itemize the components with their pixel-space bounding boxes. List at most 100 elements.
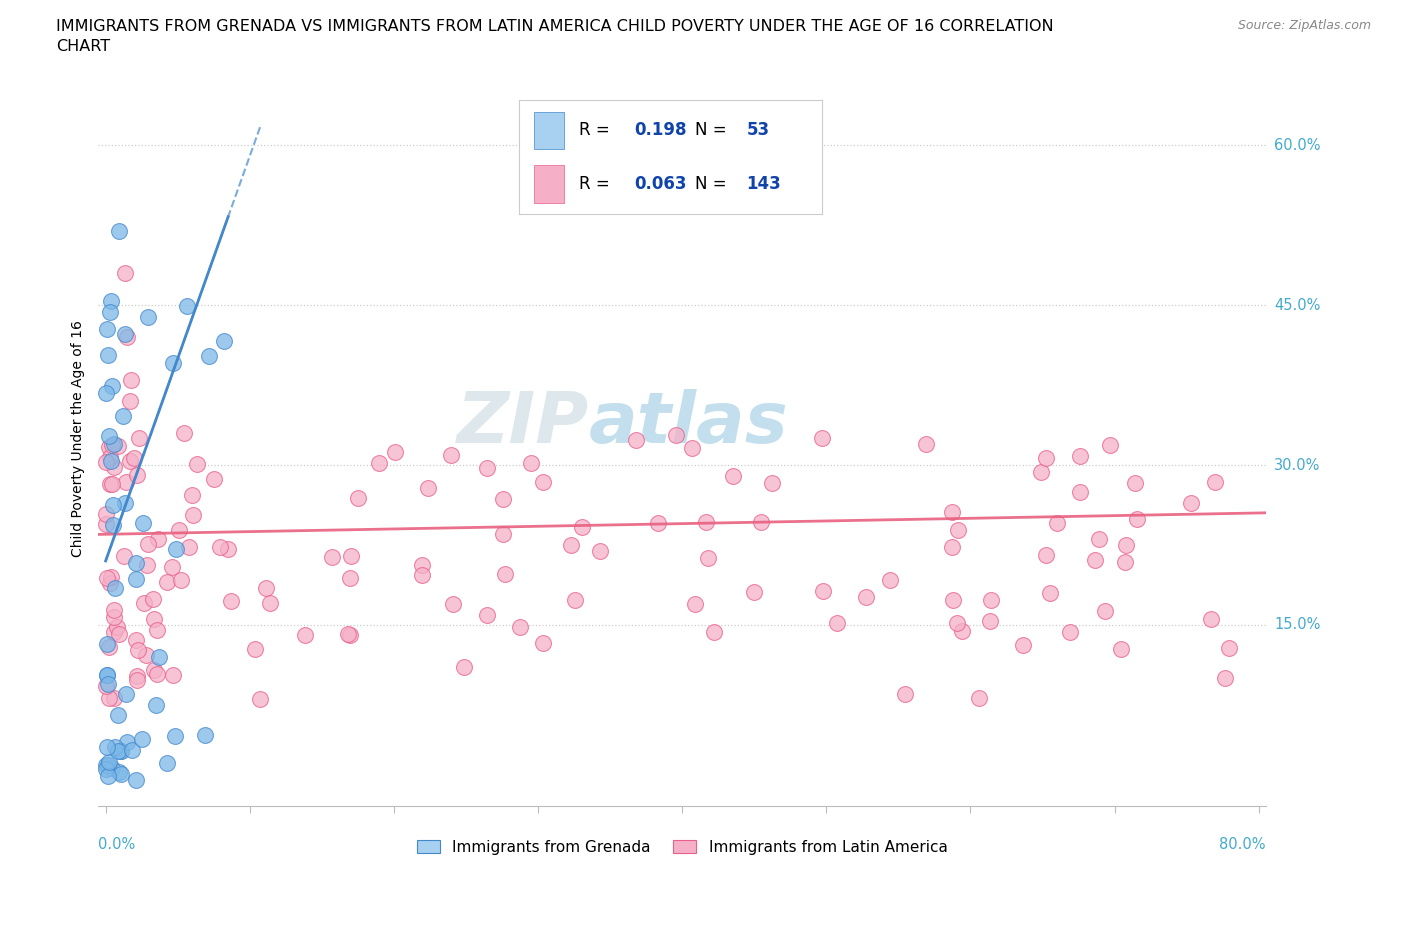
Point xyxy=(441,596,464,611)
Point xyxy=(125,632,148,647)
Text: atlas: atlas xyxy=(589,389,789,458)
Point xyxy=(1088,532,1111,547)
Point xyxy=(681,441,703,456)
Point xyxy=(100,476,122,491)
Point xyxy=(339,628,361,643)
Text: 30.0%: 30.0% xyxy=(1274,458,1320,472)
Point xyxy=(94,762,117,777)
Point xyxy=(1029,465,1052,480)
Point xyxy=(170,572,193,587)
Point xyxy=(136,558,159,573)
Point xyxy=(127,673,149,688)
Point xyxy=(94,455,117,470)
Point xyxy=(125,773,148,788)
Point xyxy=(103,690,125,705)
Point xyxy=(173,426,195,441)
Point xyxy=(1059,624,1081,639)
Point xyxy=(259,595,281,610)
Text: Source: ZipAtlas.com: Source: ZipAtlas.com xyxy=(1237,19,1371,32)
Point xyxy=(1035,547,1057,562)
Point xyxy=(941,539,963,554)
Point xyxy=(132,515,155,530)
Point xyxy=(101,761,124,776)
Point xyxy=(131,732,153,747)
Point xyxy=(115,686,138,701)
Point xyxy=(96,667,118,682)
Point xyxy=(107,743,129,758)
Point xyxy=(94,516,117,531)
Point xyxy=(155,755,177,770)
Point xyxy=(416,481,439,496)
Point xyxy=(980,592,1002,607)
Point xyxy=(101,438,124,453)
Point xyxy=(243,642,266,657)
Point xyxy=(411,568,433,583)
Point xyxy=(825,616,848,631)
Point xyxy=(1213,671,1236,685)
Point xyxy=(941,504,963,519)
Point xyxy=(114,496,136,511)
Point xyxy=(761,475,783,490)
Point xyxy=(942,592,965,607)
Point xyxy=(145,698,167,712)
Point xyxy=(127,643,149,658)
Point xyxy=(531,474,554,489)
Point xyxy=(98,304,121,319)
Point xyxy=(494,566,516,581)
Point xyxy=(624,432,647,447)
Point xyxy=(531,636,554,651)
Point xyxy=(103,437,125,452)
Point xyxy=(697,551,720,565)
Point xyxy=(198,349,221,364)
Point xyxy=(703,624,725,639)
Point xyxy=(1094,604,1116,618)
Point xyxy=(148,649,170,664)
Point xyxy=(979,614,1001,629)
Point xyxy=(110,744,132,759)
Point xyxy=(249,691,271,706)
Point xyxy=(945,616,967,631)
Point xyxy=(509,619,531,634)
Point xyxy=(103,610,125,625)
Point xyxy=(742,585,765,600)
Point xyxy=(97,769,120,784)
Point xyxy=(169,523,191,538)
Text: 60.0%: 60.0% xyxy=(1274,138,1320,153)
Point xyxy=(492,526,515,541)
Point xyxy=(879,572,901,587)
Point xyxy=(94,386,117,401)
Point xyxy=(160,559,183,574)
Point xyxy=(96,321,118,336)
Point xyxy=(98,477,121,492)
Point xyxy=(100,569,122,584)
Point xyxy=(1218,641,1240,656)
Point xyxy=(96,739,118,754)
Point xyxy=(97,690,120,705)
Point xyxy=(94,757,117,772)
Point xyxy=(1180,496,1202,511)
Point xyxy=(115,474,138,489)
Point xyxy=(1038,586,1060,601)
Point xyxy=(132,595,155,610)
Point xyxy=(368,456,391,471)
Point xyxy=(110,743,132,758)
Point xyxy=(1046,515,1069,530)
Point xyxy=(98,450,121,465)
Point xyxy=(321,549,343,564)
Point xyxy=(294,628,316,643)
Point xyxy=(254,581,277,596)
Point xyxy=(141,591,163,606)
Point xyxy=(135,648,157,663)
Point xyxy=(136,310,159,325)
Point xyxy=(146,623,169,638)
Point xyxy=(893,686,915,701)
Text: IMMIGRANTS FROM GRENADA VS IMMIGRANTS FROM LATIN AMERICA CHILD POVERTY UNDER THE: IMMIGRANTS FROM GRENADA VS IMMIGRANTS FR… xyxy=(56,19,1054,33)
Point xyxy=(165,541,187,556)
Point xyxy=(492,492,515,507)
Point xyxy=(209,539,232,554)
Point xyxy=(107,223,129,238)
Point xyxy=(96,667,118,682)
Point xyxy=(110,766,132,781)
Point xyxy=(96,758,118,773)
Point xyxy=(647,515,669,530)
